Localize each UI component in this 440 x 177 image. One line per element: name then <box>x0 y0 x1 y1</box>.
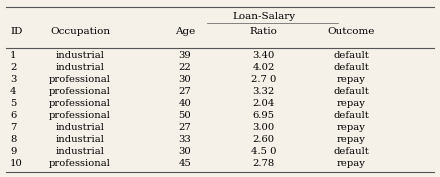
Text: 2: 2 <box>10 63 17 72</box>
Text: 4.5 0: 4.5 0 <box>251 147 276 156</box>
Text: 39: 39 <box>179 51 191 60</box>
Text: 4.02: 4.02 <box>253 63 275 72</box>
Text: default: default <box>333 147 369 156</box>
Text: professional: professional <box>49 159 111 168</box>
Text: 8: 8 <box>10 135 17 144</box>
Text: repay: repay <box>337 159 366 168</box>
Text: industrial: industrial <box>55 123 105 132</box>
Text: default: default <box>333 111 369 120</box>
Text: 3.32: 3.32 <box>253 87 275 96</box>
Text: 3: 3 <box>10 75 17 84</box>
Text: 5: 5 <box>10 99 17 108</box>
Text: 33: 33 <box>179 135 191 144</box>
Text: repay: repay <box>337 99 366 108</box>
Text: professional: professional <box>49 111 111 120</box>
Text: 2.04: 2.04 <box>253 99 275 108</box>
Text: 2.60: 2.60 <box>253 135 275 144</box>
Text: industrial: industrial <box>55 147 105 156</box>
Text: 3.00: 3.00 <box>253 123 275 132</box>
Text: professional: professional <box>49 75 111 84</box>
Text: 3.40: 3.40 <box>253 51 275 60</box>
Text: professional: professional <box>49 99 111 108</box>
Text: repay: repay <box>337 123 366 132</box>
Text: Age: Age <box>175 27 195 36</box>
Text: default: default <box>333 87 369 96</box>
Text: industrial: industrial <box>55 51 105 60</box>
Text: 9: 9 <box>10 147 17 156</box>
Text: repay: repay <box>337 75 366 84</box>
Text: 4: 4 <box>10 87 17 96</box>
Text: Outcome: Outcome <box>327 27 375 36</box>
Text: 2.7 0: 2.7 0 <box>251 75 276 84</box>
Text: 30: 30 <box>179 147 191 156</box>
Text: 6.95: 6.95 <box>253 111 275 120</box>
Text: 6: 6 <box>10 111 16 120</box>
Text: 1: 1 <box>10 51 17 60</box>
Text: default: default <box>333 63 369 72</box>
Text: default: default <box>333 51 369 60</box>
Text: 30: 30 <box>179 75 191 84</box>
Text: repay: repay <box>337 135 366 144</box>
Text: 40: 40 <box>179 99 191 108</box>
Text: Occupation: Occupation <box>50 27 110 36</box>
Text: ID: ID <box>10 27 22 36</box>
Text: 45: 45 <box>179 159 191 168</box>
Text: 50: 50 <box>179 111 191 120</box>
Text: Loan-Salary: Loan-Salary <box>232 12 295 21</box>
Text: 22: 22 <box>179 63 191 72</box>
Text: 2.78: 2.78 <box>253 159 275 168</box>
Text: 27: 27 <box>179 123 191 132</box>
Text: industrial: industrial <box>55 135 105 144</box>
Text: Ratio: Ratio <box>250 27 278 36</box>
Text: industrial: industrial <box>55 63 105 72</box>
Text: professional: professional <box>49 87 111 96</box>
Text: 7: 7 <box>10 123 17 132</box>
Text: 27: 27 <box>179 87 191 96</box>
Text: 10: 10 <box>10 159 23 168</box>
